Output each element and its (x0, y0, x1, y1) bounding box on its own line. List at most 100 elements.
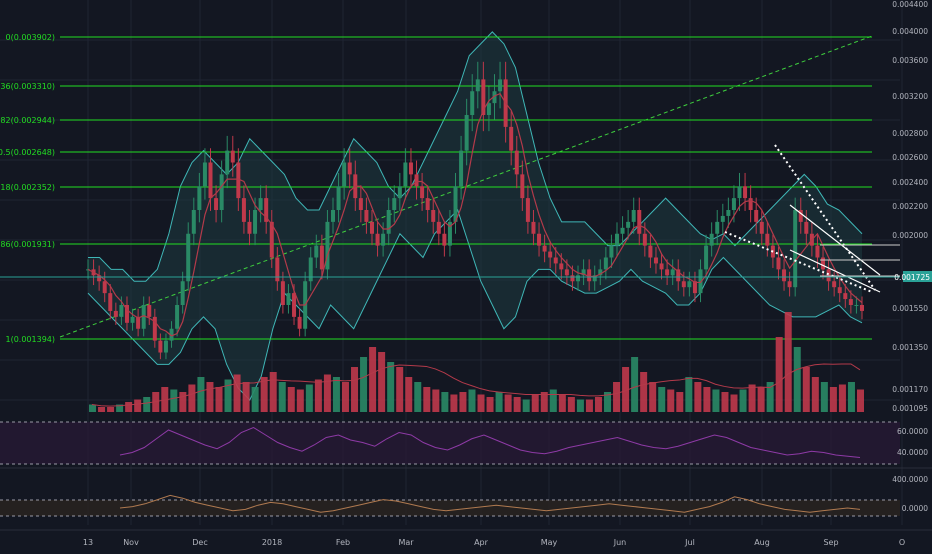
volume-bar (766, 382, 774, 412)
macd-tick-label: 400.0000 (892, 475, 928, 484)
candle-body (743, 186, 748, 199)
candle-body (436, 221, 441, 234)
volume-bar (378, 352, 386, 412)
volume-bar (531, 394, 539, 412)
volume-bar (242, 382, 250, 412)
candle-body (598, 269, 603, 276)
candle-body (425, 198, 430, 210)
volume-bar (558, 394, 566, 412)
volume-bar (450, 394, 458, 412)
candle-body (592, 275, 597, 282)
volume-bar (116, 404, 124, 412)
time-tick-label: Nov (123, 538, 139, 547)
volume-bar (847, 382, 855, 412)
candle-body (470, 91, 475, 115)
candle-body (269, 221, 274, 258)
candle-body (570, 275, 575, 282)
volume-bar (414, 382, 422, 412)
candle-body (509, 126, 514, 151)
candle-body (793, 210, 798, 288)
price-tick-label: 0.001095 (892, 404, 928, 413)
volume-bar (441, 392, 449, 412)
candle-body (542, 245, 547, 252)
candle-body (603, 257, 608, 270)
wedge-lower-solid (789, 249, 881, 293)
volume-bar (206, 382, 214, 412)
time-tick-label: 13 (83, 538, 93, 547)
volume-bar (332, 377, 340, 412)
wedge-upper-dotted (774, 144, 876, 291)
candle-body (525, 198, 530, 222)
candle-body (431, 210, 436, 222)
volume-bar (468, 389, 476, 412)
candle-body (342, 162, 347, 187)
candle-body (559, 263, 564, 270)
volume-bar (739, 389, 747, 412)
candle-body (537, 233, 542, 246)
candle-body (720, 215, 725, 222)
falling-wedge (0, 144, 900, 293)
candle-body (208, 162, 213, 199)
volume-bar (513, 397, 521, 412)
volume-bar (296, 389, 304, 412)
candle-body (186, 233, 191, 282)
candle-body (520, 174, 525, 199)
candle-body (136, 316, 141, 329)
volume-bar (287, 387, 295, 412)
candle-body (642, 233, 647, 246)
price-tag-box (903, 271, 932, 282)
candle-body (336, 186, 341, 210)
candle-body (364, 210, 369, 222)
candle-body (581, 269, 586, 276)
candle-body (620, 227, 625, 234)
candle-body (147, 305, 152, 317)
candle-body (765, 233, 770, 246)
candle-body (158, 340, 163, 353)
candle-body (286, 293, 291, 305)
candle-body (292, 293, 297, 317)
candle-body (798, 210, 803, 222)
volume-bar (576, 399, 584, 412)
candle-body (564, 269, 569, 276)
volume-bar (549, 389, 557, 412)
candle-body (297, 316, 302, 329)
volume-bar (98, 407, 106, 412)
candle-body (681, 281, 686, 288)
time-tick-label: Jun (613, 538, 627, 547)
candle-body (219, 174, 224, 210)
candle-body (692, 281, 697, 294)
candle-body (531, 221, 536, 234)
candle-body (247, 221, 252, 234)
candle-body (459, 150, 464, 187)
volume-bar (107, 407, 115, 412)
candle-body (381, 233, 386, 246)
volume-bar (522, 399, 530, 412)
candle-body (737, 186, 742, 199)
volume-bar (125, 402, 133, 412)
candle-body (860, 305, 864, 311)
candle-body (614, 233, 619, 246)
volume-bar (540, 392, 548, 412)
candle-body (169, 328, 174, 341)
volume-bar (486, 397, 494, 412)
volume-bar (504, 394, 512, 412)
volume-bar (703, 387, 711, 412)
volume-bar (179, 392, 187, 412)
volume-bar (89, 404, 96, 412)
candle-body (191, 210, 196, 234)
candle-body (408, 162, 413, 175)
volume-bar (712, 389, 720, 412)
price-tick-label: 0.002800 (892, 129, 928, 138)
price-axis: 0.004400 0.004000 0.003600 0.003200 0.002800… (892, 0, 932, 513)
candle-body (826, 269, 831, 282)
volume-bar (188, 384, 196, 412)
volume-bar (857, 389, 864, 412)
rsi-line (119, 426, 861, 458)
candle-body (553, 257, 558, 264)
candle-body (498, 79, 503, 92)
price-tag-label: 0.001725 (894, 273, 930, 282)
volume-bar (802, 367, 810, 412)
volume-bar (694, 382, 702, 412)
candle-body (236, 162, 241, 199)
